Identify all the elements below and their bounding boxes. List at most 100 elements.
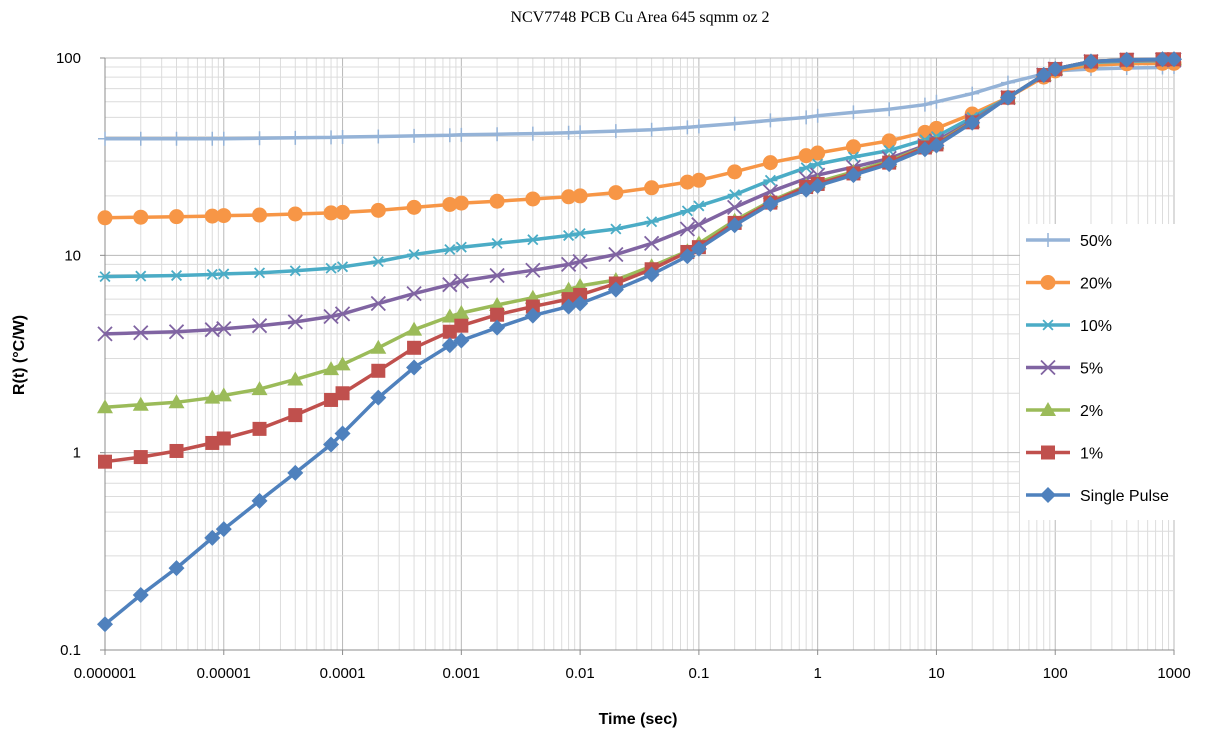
data-point-50pct bbox=[252, 131, 267, 146]
data-point-50pct bbox=[882, 102, 897, 117]
data-point-50pct bbox=[810, 108, 825, 123]
data-point-single-pulse bbox=[928, 137, 945, 154]
data-point-50pct bbox=[846, 105, 861, 120]
data-point-1pct bbox=[490, 307, 505, 322]
data-point-10pct bbox=[335, 261, 350, 273]
data-point-20pct bbox=[97, 210, 113, 226]
data-point-20pct bbox=[442, 196, 458, 212]
data-point-50pct bbox=[335, 129, 350, 144]
data-point-10pct bbox=[573, 227, 588, 240]
series-line-single-pulse bbox=[103, 57, 1174, 626]
data-point-50pct bbox=[490, 127, 505, 142]
data-point-10pct bbox=[324, 262, 339, 274]
data-point-5pct bbox=[323, 308, 339, 325]
data-point-1pct bbox=[205, 435, 220, 450]
data-point-5pct bbox=[370, 295, 386, 312]
data-point-single-pulse bbox=[168, 560, 185, 577]
data-point-2pct bbox=[168, 394, 185, 409]
data-point-20pct bbox=[608, 185, 624, 201]
legend-label-1pct: 1% bbox=[1080, 446, 1103, 463]
data-point-5pct bbox=[168, 324, 185, 340]
series-line-1pct bbox=[104, 57, 1174, 464]
series-line-2pct bbox=[104, 57, 1174, 409]
data-point-20pct bbox=[644, 180, 660, 196]
data-point-5pct bbox=[251, 318, 268, 334]
data-point-5pct bbox=[133, 325, 149, 341]
data-point-single-pulse bbox=[999, 89, 1016, 106]
data-point-5pct bbox=[560, 256, 577, 272]
data-point-5pct bbox=[216, 321, 232, 337]
data-point-2pct bbox=[453, 305, 470, 320]
data-point-single-pulse bbox=[215, 521, 232, 538]
data-point-50pct bbox=[680, 120, 695, 135]
data-point-single-pulse bbox=[1166, 51, 1182, 68]
data-point-50pct bbox=[288, 130, 303, 145]
y-tick-label: 10 bbox=[64, 247, 81, 264]
data-point-20pct bbox=[798, 148, 814, 164]
data-point-5pct bbox=[727, 199, 743, 216]
data-point-20pct bbox=[525, 191, 541, 207]
data-point-10pct bbox=[846, 151, 861, 163]
data-point-50pct bbox=[917, 97, 932, 112]
data-point-single-pulse bbox=[690, 240, 707, 257]
data-point-20pct bbox=[287, 206, 303, 222]
data-point-10pct bbox=[407, 248, 422, 261]
legend-item-10pct: 10% bbox=[1026, 318, 1112, 335]
data-point-50pct bbox=[169, 131, 184, 146]
data-point-50pct bbox=[763, 113, 778, 128]
data-point-50pct bbox=[573, 125, 588, 140]
data-point-20pct bbox=[216, 208, 232, 224]
legend-item-1pct: 1% bbox=[1026, 445, 1103, 463]
data-point-1pct bbox=[335, 386, 350, 401]
data-point-5pct bbox=[691, 217, 707, 233]
data-point-10pct bbox=[680, 205, 695, 217]
data-point-5pct bbox=[489, 267, 505, 284]
data-point-1pct bbox=[216, 431, 231, 446]
data-point-single-pulse bbox=[845, 167, 862, 184]
data-point-20pct bbox=[489, 193, 505, 209]
series-50pct bbox=[98, 60, 1181, 146]
data-point-50pct bbox=[371, 129, 386, 144]
data-point-20pct bbox=[252, 207, 268, 223]
data-point-10pct bbox=[691, 200, 706, 212]
x-tick-label: 0.01 bbox=[566, 665, 595, 682]
data-point-20pct bbox=[845, 139, 861, 155]
data-point-1pct bbox=[573, 287, 588, 302]
data-point-single-pulse bbox=[370, 389, 387, 406]
data-point-1pct bbox=[98, 454, 112, 469]
data-point-10pct bbox=[252, 267, 267, 279]
data-point-1pct bbox=[324, 392, 339, 407]
data-point-10pct bbox=[561, 229, 576, 242]
data-point-10pct bbox=[810, 158, 825, 170]
data-point-20pct bbox=[561, 189, 577, 205]
data-point-50pct bbox=[133, 131, 148, 146]
data-point-single-pulse bbox=[97, 616, 113, 633]
legend-label-single-pulse: Single Pulse bbox=[1080, 488, 1169, 505]
grid bbox=[104, 57, 1175, 651]
data-point-single-pulse bbox=[964, 114, 981, 131]
data-point-single-pulse bbox=[572, 295, 589, 312]
data-point-50pct bbox=[608, 124, 623, 139]
data-point-single-pulse bbox=[1047, 60, 1064, 77]
data-point-single-pulse bbox=[406, 359, 423, 376]
data-point-1pct bbox=[133, 450, 148, 465]
data-point-single-pulse bbox=[607, 281, 624, 298]
data-point-5pct bbox=[406, 285, 422, 302]
data-point-single-pulse bbox=[1082, 53, 1099, 70]
data-point-single-pulse bbox=[204, 529, 221, 546]
chart-title: NCV7748 PCB Cu Area 645 sqmm oz 2 bbox=[510, 9, 769, 26]
legend-label-10pct: 10% bbox=[1080, 318, 1112, 335]
legend-item-20pct: 20% bbox=[1026, 275, 1112, 293]
data-point-50pct bbox=[727, 116, 742, 131]
legend-marker-2pct bbox=[1040, 402, 1056, 416]
legend-label-2pct: 2% bbox=[1080, 403, 1103, 420]
data-point-5pct bbox=[572, 253, 588, 270]
x-tick-label: 0.000001 bbox=[74, 665, 137, 682]
data-point-1pct bbox=[169, 443, 184, 458]
data-point-single-pulse bbox=[1118, 51, 1135, 68]
data-point-2pct bbox=[334, 356, 351, 371]
data-point-single-pulse bbox=[1154, 51, 1171, 68]
data-point-1pct bbox=[442, 324, 457, 339]
legend-item-5pct: 5% bbox=[1026, 359, 1103, 378]
data-point-10pct bbox=[442, 243, 457, 256]
